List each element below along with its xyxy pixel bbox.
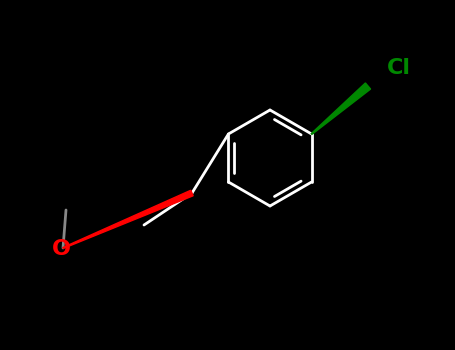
Polygon shape <box>63 190 193 248</box>
Polygon shape <box>311 83 370 134</box>
Text: Cl: Cl <box>387 58 411 78</box>
Text: O: O <box>51 239 71 259</box>
